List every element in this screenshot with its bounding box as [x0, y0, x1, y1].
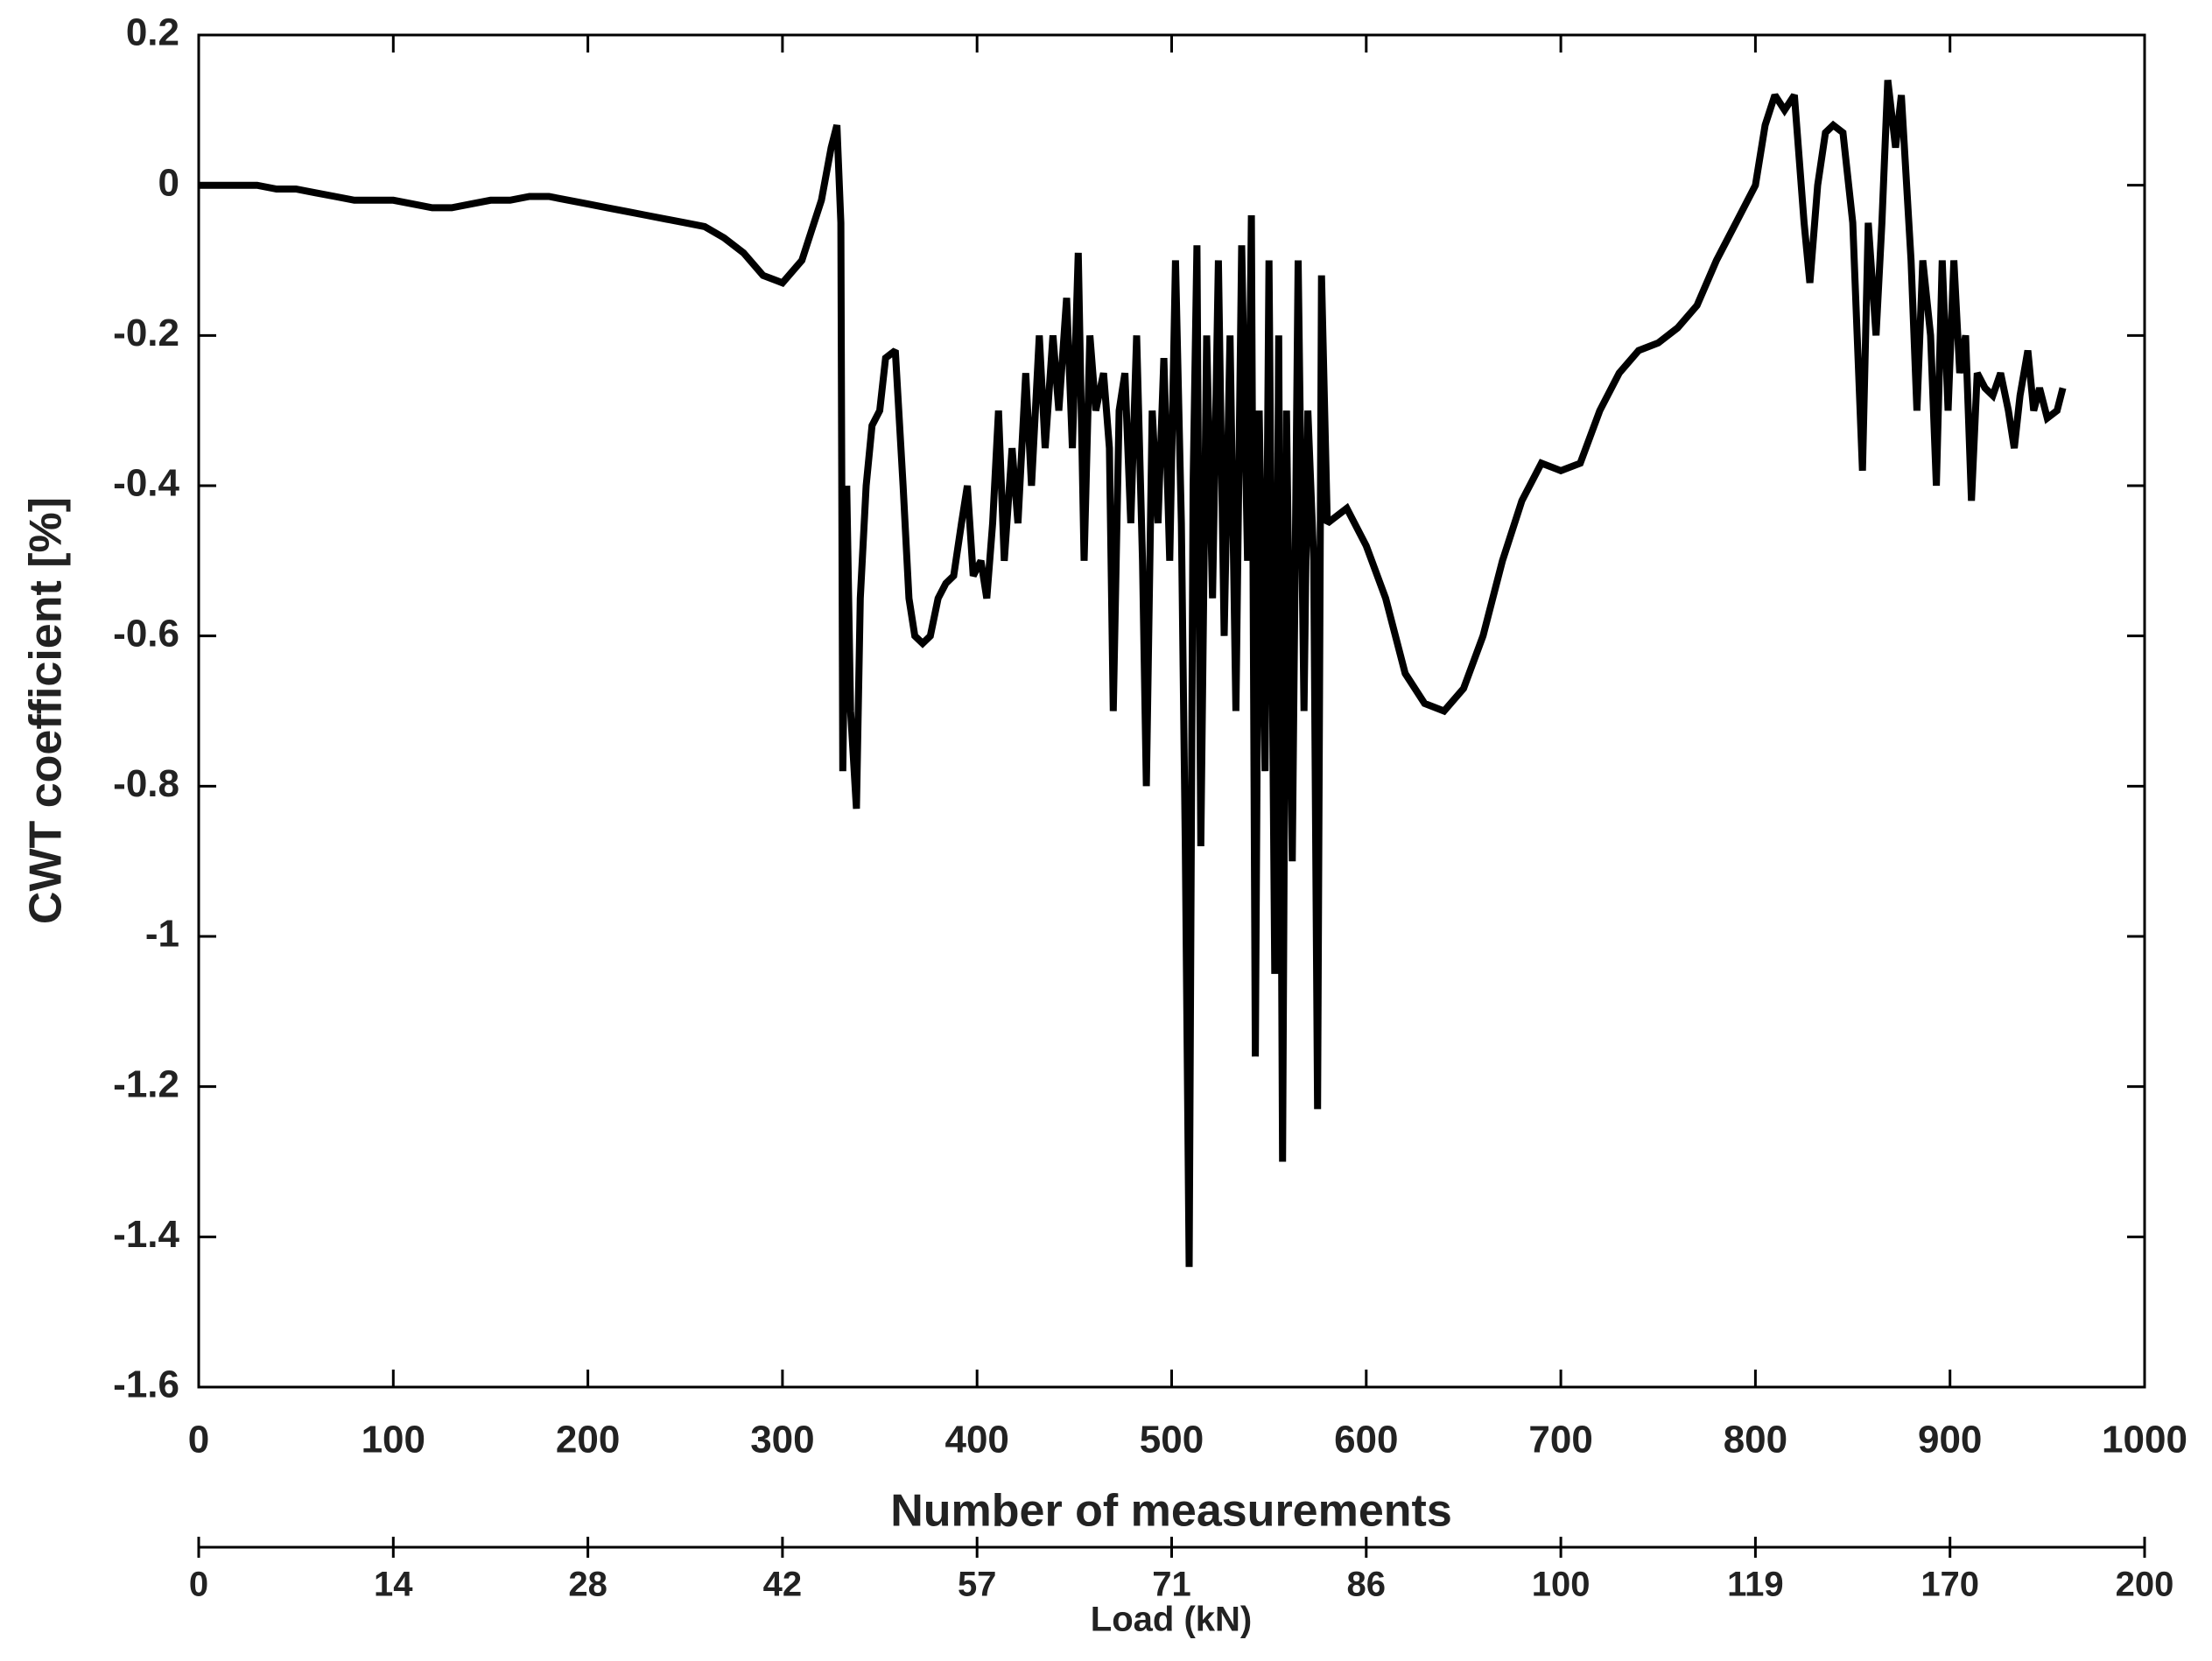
x-tick-label: 500	[1140, 1419, 1204, 1461]
x2-tick-label: 119	[1727, 1566, 1784, 1604]
y-axis-label: CWT coefficient [%]	[21, 497, 72, 924]
x2-tick-label: 86	[1347, 1566, 1387, 1604]
y-tick-label: -1.2	[113, 1062, 179, 1105]
x2-tick-label: 100	[1532, 1566, 1591, 1604]
x2-tick-label: 170	[1921, 1566, 1979, 1604]
x-tick-label: 200	[556, 1419, 620, 1461]
y-tick-label: 0	[158, 161, 179, 204]
y-tick-label: -0.4	[113, 462, 179, 505]
y-tick-label: 0.2	[126, 11, 179, 54]
x-tick-label: 700	[1528, 1419, 1592, 1461]
x-axis-label: Number of measurements	[890, 1486, 1452, 1537]
x-tick-label: 300	[750, 1419, 814, 1461]
y-tick-label: -1.4	[113, 1213, 179, 1256]
x2-tick-label: 71	[1152, 1566, 1191, 1604]
x-tick-label: 400	[944, 1419, 1008, 1461]
x2-tick-label: 200	[2116, 1566, 2174, 1604]
x2-tick-label: 0	[189, 1566, 208, 1604]
x2-tick-label: 42	[763, 1566, 803, 1604]
x2-axis-label: Load (kN)	[1091, 1601, 1252, 1639]
y-tick-label: -0.8	[113, 762, 179, 805]
x-tick-label: 1000	[2102, 1419, 2187, 1461]
y-tick-label: -0.6	[113, 612, 179, 655]
x-tick-label: 800	[1724, 1419, 1787, 1461]
x-tick-label: 100	[362, 1419, 425, 1461]
x-tick-label: 600	[1334, 1419, 1398, 1461]
x-tick-label: 900	[1918, 1419, 1982, 1461]
x2-tick-label: 28	[568, 1566, 607, 1604]
data-line	[199, 80, 2067, 1267]
y-tick-label: -0.2	[113, 312, 179, 354]
x-tick-label: 0	[188, 1419, 209, 1461]
y-tick-label: -1	[145, 913, 179, 956]
x2-tick-label: 57	[958, 1566, 997, 1604]
x2-tick-label: 14	[374, 1566, 413, 1604]
y-tick-label: -1.6	[113, 1363, 179, 1406]
